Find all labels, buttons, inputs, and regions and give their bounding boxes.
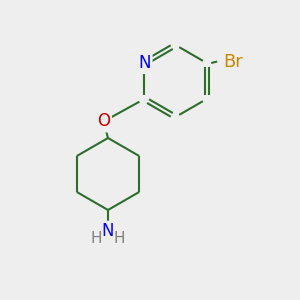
Text: H: H (114, 231, 125, 246)
Text: N: N (102, 222, 114, 240)
Text: O: O (97, 112, 110, 130)
Text: H: H (91, 231, 102, 246)
Text: Br: Br (223, 52, 243, 70)
Text: N: N (138, 54, 151, 72)
